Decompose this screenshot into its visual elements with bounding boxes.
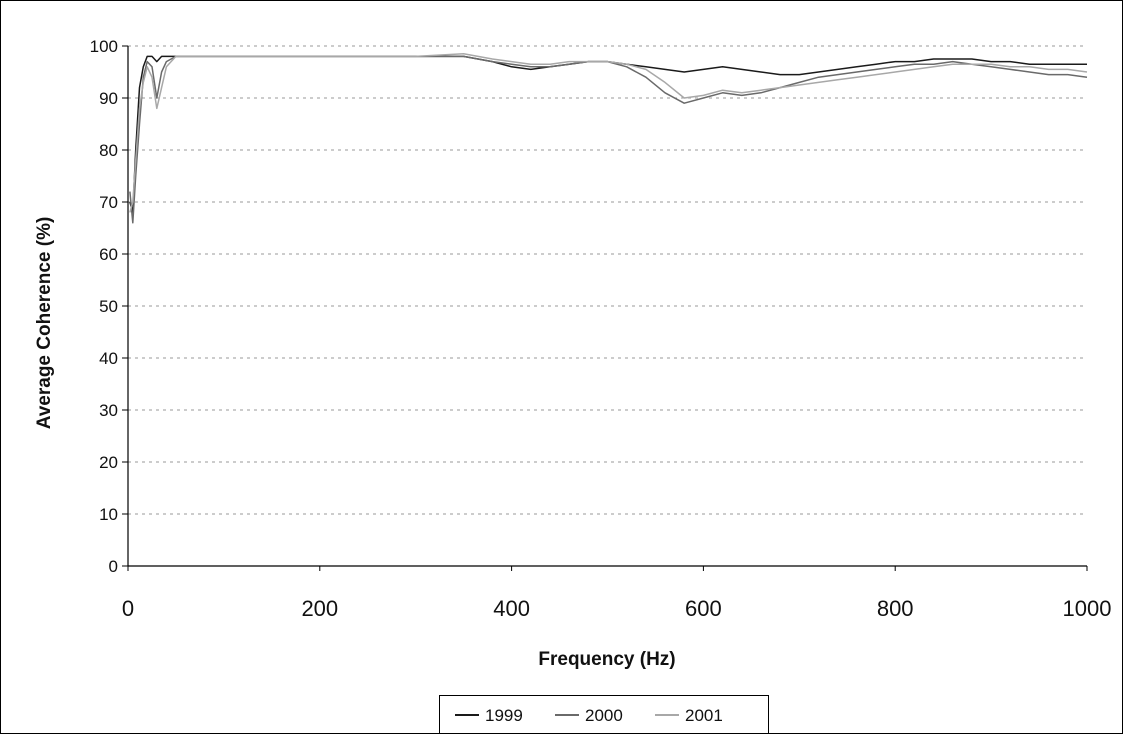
series-line-2000 — [129, 55, 1088, 224]
x-tick-label: 1000 — [1063, 596, 1112, 621]
legend-box — [439, 695, 769, 734]
y-tick-label: 0 — [109, 557, 118, 576]
x-tick-label: 200 — [301, 596, 338, 621]
x-tick-label: 400 — [493, 596, 530, 621]
y-tick-label: 40 — [99, 349, 118, 368]
series-lines — [129, 53, 1088, 224]
x-axis-title: Frequency (Hz) — [538, 649, 675, 670]
y-tick-label: 80 — [99, 141, 118, 160]
y-tick-label: 100 — [90, 37, 118, 56]
y-tick-label: 30 — [99, 401, 118, 420]
y-tick-label: 50 — [99, 297, 118, 316]
y-axis-title: Average Coherence (%) — [34, 217, 55, 430]
x-tick-label: 0 — [122, 596, 134, 621]
series-line-2001 — [129, 53, 1088, 213]
y-tick-label: 70 — [99, 193, 118, 212]
legend-label-2000: 2000 — [585, 706, 623, 725]
y-tick-label: 90 — [99, 89, 118, 108]
legend-label-1999: 1999 — [485, 706, 523, 725]
legend: 1999 2000 2001 — [439, 695, 769, 734]
y-tick-label: 20 — [99, 453, 118, 472]
series-line-1999 — [129, 55, 1087, 214]
y-tick-label: 10 — [99, 505, 118, 524]
axes — [122, 45, 1088, 571]
y-tick-label: 60 — [99, 245, 118, 264]
x-tick-label: 600 — [685, 596, 722, 621]
legend-label-2001: 2001 — [685, 706, 723, 725]
x-tick-label: 800 — [877, 596, 914, 621]
